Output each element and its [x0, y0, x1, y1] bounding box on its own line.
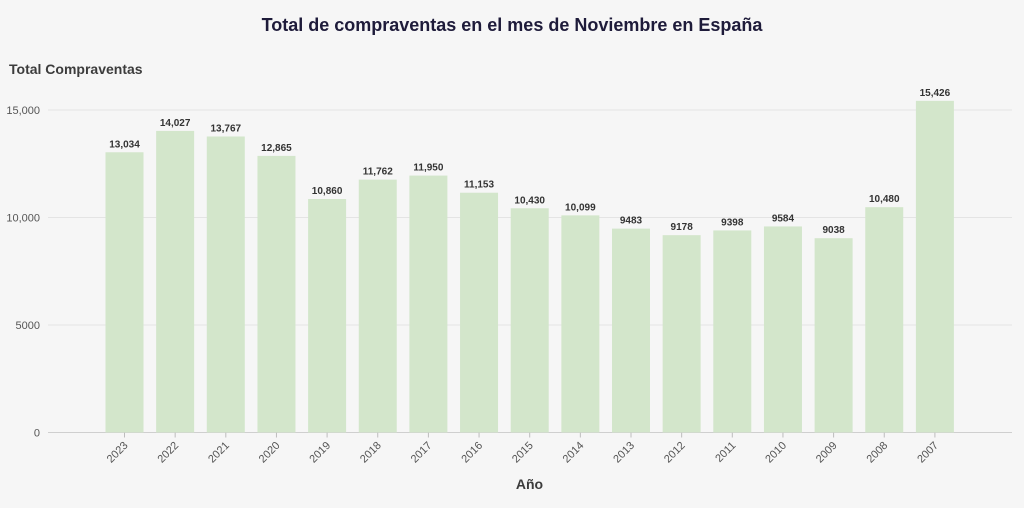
bar-2012[interactable] — [662, 235, 701, 433]
x-tick-label-2018: 2018 — [358, 440, 384, 466]
x-tick-label-2022: 2022 — [155, 440, 181, 466]
x-tick-label-2007: 2007 — [915, 440, 941, 466]
y-tick-label: 15,000 — [6, 105, 40, 117]
y-axis-title: Total Compraventas — [9, 61, 143, 77]
x-tick-label-2011: 2011 — [713, 440, 738, 465]
x-tick-label-2017: 2017 — [409, 440, 435, 466]
bar-2008[interactable] — [865, 207, 904, 433]
data-label-2020: 12,865 — [261, 143, 292, 154]
bar-2018[interactable] — [358, 179, 397, 433]
bar-2011[interactable] — [713, 230, 752, 433]
x-tick-label-2010: 2010 — [763, 440, 789, 466]
x-axis-ticks: 2023 2022 2021 2020 2019 2018 2017 2016 2015 2014… — [105, 432, 941, 466]
bar-2020[interactable] — [257, 155, 296, 433]
data-label-2014: 10,099 — [565, 202, 596, 213]
y-axis-ticks: 0 5000 10,000 15,000 — [6, 105, 40, 440]
x-tick-label-2023: 2023 — [105, 440, 131, 466]
chart-title: Total de compraventas en el mes de Novie… — [261, 15, 763, 35]
data-label-2008: 10,480 — [869, 194, 900, 205]
bar-2023[interactable] — [105, 152, 144, 433]
x-tick-label-2009: 2009 — [814, 440, 840, 466]
bar-2014[interactable] — [561, 215, 600, 433]
bar-2017[interactable] — [409, 175, 448, 433]
data-label-2011: 9398 — [721, 217, 744, 228]
bar-2010[interactable] — [763, 226, 802, 433]
data-label-2015: 10,430 — [514, 195, 545, 206]
bars — [105, 100, 954, 433]
bar-2019[interactable] — [308, 199, 347, 433]
bar-2007[interactable] — [915, 100, 954, 433]
data-label-2013: 9483 — [620, 216, 643, 227]
data-label-2022: 14,027 — [160, 118, 191, 129]
bar-2022[interactable] — [156, 130, 195, 433]
bar-2009[interactable] — [814, 238, 853, 433]
x-tick-label-2013: 2013 — [611, 440, 637, 466]
data-label-2012: 9178 — [671, 222, 694, 233]
data-label-2023: 13,034 — [109, 139, 140, 150]
data-label-2010: 9584 — [772, 213, 795, 224]
x-tick-label-2014: 2014 — [561, 440, 587, 466]
data-labels: 13,034 14,027 13,767 12,865 10,860 11,762 11,9… — [109, 88, 950, 236]
data-label-2007: 15,426 — [920, 88, 951, 99]
x-axis-title: Año — [515, 476, 544, 492]
y-tick-label: 10,000 — [6, 213, 40, 225]
x-tick-label-2019: 2019 — [307, 440, 333, 466]
y-tick-label: 0 — [34, 428, 40, 440]
data-label-2009: 9038 — [822, 225, 845, 236]
data-label-2016: 11,153 — [464, 180, 494, 191]
y-tick-label: 5000 — [16, 320, 40, 332]
bar-2021[interactable] — [206, 136, 245, 433]
x-tick-label-2012: 2012 — [662, 440, 688, 466]
bar-2015[interactable] — [510, 208, 549, 433]
bar-2016[interactable] — [460, 192, 499, 433]
x-tick-label-2008: 2008 — [865, 440, 891, 466]
data-label-2021: 13,767 — [211, 124, 242, 135]
data-label-2019: 10,860 — [312, 186, 343, 197]
x-tick-label-2016: 2016 — [459, 440, 485, 466]
x-tick-label-2015: 2015 — [510, 440, 536, 466]
x-tick-label-2020: 2020 — [257, 440, 283, 466]
bar-2013[interactable] — [612, 228, 650, 433]
x-tick-label-2021: 2021 — [206, 440, 232, 466]
data-label-2017: 11,950 — [413, 163, 443, 174]
data-label-2018: 11,762 — [363, 167, 393, 178]
